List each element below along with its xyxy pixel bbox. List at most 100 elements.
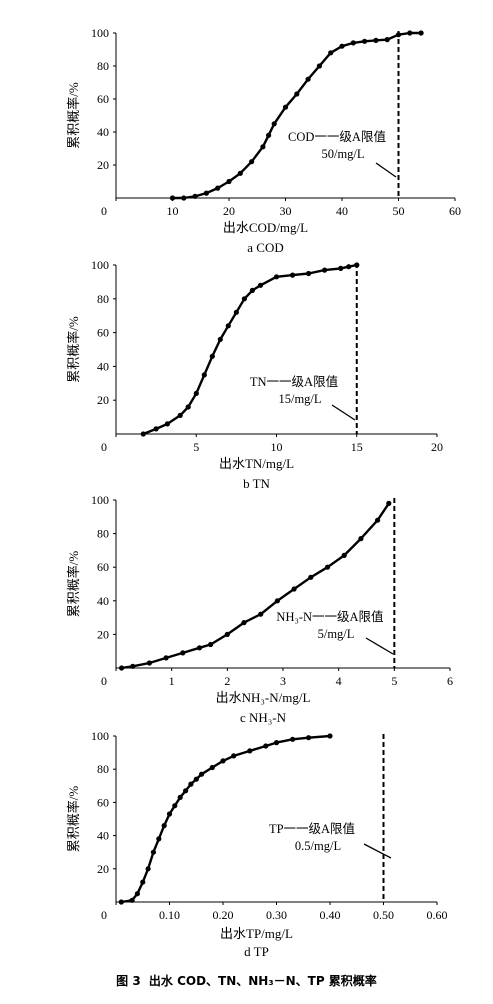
x-tick-label: 5: [391, 674, 397, 688]
data-point: [203, 190, 209, 196]
data-point: [327, 733, 333, 739]
limit-annotation-value: 15/mg/L: [278, 392, 321, 406]
data-point: [134, 891, 140, 897]
y-axis-title: 累积概率/%: [66, 551, 81, 618]
x-tick-label: 0.20: [213, 908, 234, 922]
data-point: [386, 500, 392, 506]
limit-annotation-value: 50/mg/L: [321, 147, 364, 161]
data-point: [177, 412, 183, 418]
data-point: [169, 195, 176, 201]
data-point: [306, 270, 312, 277]
x-tick-label: 0: [101, 204, 107, 218]
y-tick-label: 40: [97, 359, 109, 373]
data-point: [274, 598, 280, 604]
data-point: [177, 794, 183, 801]
panel-sublabel: c NH₃-N: [240, 710, 287, 725]
data-point: [350, 40, 356, 46]
data-point: [324, 564, 331, 570]
data-point: [290, 736, 296, 742]
x-tick-label: 10: [167, 204, 179, 218]
x-tick-label: 3: [280, 674, 286, 688]
limit-annotation-title: TN一一级A限值: [250, 374, 338, 389]
data-point: [118, 899, 124, 905]
data-point: [247, 748, 253, 754]
data-point: [290, 272, 296, 278]
data-point: [358, 536, 364, 542]
data-point: [209, 353, 215, 359]
data-point: [291, 586, 297, 592]
data-point: [201, 372, 207, 378]
data-point: [407, 30, 413, 36]
limit-annotation-title: NH₃-N一一级A限值: [276, 609, 383, 624]
limit-annotation-value: 0.5/mg/L: [295, 839, 341, 853]
y-tick-label: 80: [97, 762, 109, 776]
data-point: [354, 262, 360, 268]
x-tick-label: 2: [224, 674, 230, 688]
y-tick-label: 60: [97, 326, 109, 340]
data-point: [209, 764, 215, 771]
data-point: [257, 282, 264, 288]
annotation-pointer: [363, 843, 392, 859]
data-point: [163, 655, 169, 661]
series-line: [121, 734, 331, 904]
data-point: [196, 645, 203, 651]
x-tick-label: 40: [336, 204, 348, 218]
data-point: [282, 104, 289, 110]
x-tick-label: 20: [431, 440, 443, 454]
data-point: [225, 323, 231, 329]
data-point: [294, 91, 300, 97]
data-point: [384, 37, 390, 43]
x-tick-label: 0.10: [159, 908, 180, 922]
data-point: [339, 43, 345, 49]
x-axis-title: 出水TP/mg/L: [220, 926, 293, 941]
y-tick-label: 20: [97, 627, 109, 641]
annotation-pointer: [365, 637, 394, 655]
y-axis-title: 累积概率/%: [66, 316, 81, 383]
data-point: [260, 144, 266, 150]
data-point: [164, 421, 170, 427]
x-tick-label: 15: [351, 440, 363, 454]
y-tick-label: 80: [97, 292, 109, 306]
limit-annotation-title: TP一一级A限值: [269, 821, 355, 836]
limit-annotation-value: 5/mg/L: [318, 627, 355, 641]
series-line: [172, 31, 422, 200]
x-tick-label: 50: [393, 204, 405, 218]
data-point: [328, 50, 334, 56]
chart-panel-4: 0 0.10 0.20 0.30 0.40 0.50 0.60 20 40 60 80 100 出水TP…: [66, 729, 448, 959]
data-point: [273, 274, 280, 280]
y-tick-label: 80: [97, 527, 109, 541]
data-point: [217, 336, 223, 342]
data-point: [161, 823, 167, 829]
data-point: [237, 170, 243, 176]
x-tick-label: 4: [336, 674, 342, 688]
figure-caption-text: 出水 COD、TN、NH₃－N、TP 累积概率: [148, 974, 377, 988]
data-point: [395, 32, 402, 38]
data-point: [185, 404, 191, 410]
x-tick-label: 10: [271, 440, 283, 454]
panel-sublabel: b TN: [243, 476, 270, 491]
data-point: [241, 620, 247, 626]
data-point: [375, 517, 381, 523]
data-point: [119, 665, 125, 671]
data-point: [322, 267, 328, 273]
y-tick-label: 20: [97, 862, 109, 876]
y-axis-title: 累积概率/%: [66, 786, 81, 853]
data-point: [226, 178, 232, 185]
y-tick-label: 40: [97, 594, 109, 608]
y-tick-label: 20: [97, 393, 109, 407]
data-point: [346, 264, 352, 270]
x-axis-title: 出水NH₃-N/mg/L: [216, 690, 311, 705]
data-point: [193, 390, 199, 396]
y-tick-label: 40: [97, 829, 109, 843]
panel-sublabel: a COD: [247, 240, 283, 255]
x-axis-title: 出水TN/mg/L: [219, 456, 294, 471]
chart-panel-1: 0 10 20 30 40 50 60 20 40 60 80 100 出水COD/mg/L 累积概率/%…: [66, 26, 461, 255]
data-point: [233, 309, 239, 315]
data-point: [153, 426, 159, 432]
x-tick-label: 20: [223, 204, 235, 218]
data-point: [249, 287, 255, 293]
data-point: [266, 132, 272, 138]
data-point: [140, 431, 146, 437]
limit-annotation-title: COD一一级A限值: [288, 129, 386, 144]
data-point: [140, 879, 146, 885]
